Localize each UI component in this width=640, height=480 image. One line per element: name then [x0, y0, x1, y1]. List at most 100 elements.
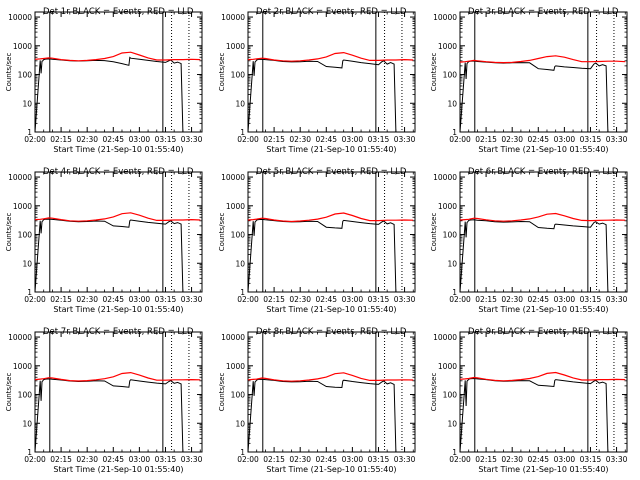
x-tick-label: 02:00 — [237, 455, 259, 464]
x-tick-label: 02:15 — [475, 135, 497, 144]
x-tick-label: 03:15 — [155, 455, 177, 464]
plot-frame — [459, 171, 628, 293]
x-axis-title: Start Time (21-Sep-10 01:55:40) — [53, 145, 183, 154]
y-tick-label: 1000 — [438, 362, 457, 371]
x-tick-label: 03:30 — [394, 295, 416, 304]
y-tick-label: 100 — [443, 231, 458, 240]
y-tick-label: 100 — [18, 391, 33, 400]
x-tick-label: 03:15 — [368, 135, 390, 144]
series-line-lld — [34, 51, 201, 62]
series-line-events — [459, 60, 614, 133]
y-tick-label: 100 — [231, 231, 246, 240]
y-tick-label: 10 — [447, 259, 457, 268]
x-tick-label: 03:30 — [181, 295, 203, 304]
x-tick-label: 02:00 — [449, 135, 471, 144]
series-line-lld — [247, 51, 414, 62]
y-tick-label: 100 — [18, 71, 33, 80]
chart-panel-8: Det 8r BLACK = Events, RED = LLD 1 10 100 10… — [218, 327, 416, 474]
y-tick-label: 10000 — [433, 13, 457, 22]
x-axis-title: Start Time (21-Sep-10 01:55:40) — [478, 305, 608, 314]
x-tick-label: 02:00 — [449, 455, 471, 464]
x-axis-title: Start Time (21-Sep-10 01:55:40) — [478, 465, 608, 474]
x-tick-label: 02:45 — [527, 135, 549, 144]
y-axis-title: Counts/sec — [5, 53, 13, 92]
y-tick-label: 100 — [18, 231, 33, 240]
y-tick-label: 1 — [27, 448, 32, 457]
x-tick-label: 03:00 — [554, 135, 576, 144]
x-tick-label: 02:30 — [289, 135, 311, 144]
series-line-events — [459, 219, 614, 293]
y-axis-title: Counts/sec — [218, 213, 226, 252]
x-tick-label: 02:30 — [501, 455, 523, 464]
x-tick-label: 02:00 — [237, 135, 259, 144]
y-tick-label: 1 — [27, 128, 32, 137]
y-tick-label: 10000 — [8, 173, 32, 182]
y-tick-label: 10000 — [221, 333, 245, 342]
chart-panel-7: Det 7r BLACK = Events, RED = LLD 1 10 100 10… — [5, 327, 203, 474]
x-tick-label: 02:15 — [263, 455, 285, 464]
y-tick-label: 1000 — [226, 42, 245, 51]
y-tick-label: 1 — [240, 448, 245, 457]
x-tick-label: 02:00 — [237, 295, 259, 304]
plot-frame — [459, 331, 628, 453]
x-tick-label: 03:15 — [155, 295, 177, 304]
panel-title: Det 5r BLACK = Events, RED = LLD — [256, 167, 407, 177]
y-tick-label: 1000 — [438, 42, 457, 51]
x-tick-label: 03:00 — [554, 295, 576, 304]
y-axis-title: Counts/sec — [430, 213, 438, 252]
series-line-lld — [459, 212, 626, 222]
x-tick-label: 02:45 — [102, 295, 124, 304]
x-tick-label: 02:30 — [76, 455, 98, 464]
panel-title: Det 7r BLACK = Events, RED = LLD — [43, 327, 194, 337]
series-line-lld — [247, 212, 414, 223]
x-tick-label: 02:15 — [475, 455, 497, 464]
y-tick-label: 100 — [231, 71, 246, 80]
x-tick-label: 02:30 — [76, 295, 98, 304]
x-axis-title: Start Time (21-Sep-10 01:55:40) — [53, 465, 183, 474]
chart-panel-4: Det 4r BLACK = Events, RED = LLD 1 10 100 10… — [5, 167, 203, 314]
panel-title: Det 2r BLACK = Events, RED = LLD — [256, 7, 407, 17]
x-axis-title: Start Time (21-Sep-10 01:55:40) — [266, 465, 396, 474]
y-axis-title: Counts/sec — [218, 373, 226, 412]
x-tick-label: 03:15 — [368, 295, 390, 304]
x-tick-label: 02:15 — [263, 135, 285, 144]
chart-panel-9: Det 9r BLACK = Events, RED = LLD 1 10 100 10… — [430, 327, 628, 474]
y-tick-label: 10000 — [433, 333, 457, 342]
y-tick-label: 1 — [452, 128, 457, 137]
x-tick-label: 02:45 — [102, 455, 124, 464]
plot-frame — [247, 11, 416, 133]
series-line-events — [34, 378, 189, 453]
x-tick-label: 02:00 — [449, 295, 471, 304]
x-tick-label: 02:00 — [24, 295, 46, 304]
panel-title: Det 1r BLACK = Events, RED = LLD — [43, 7, 194, 17]
plot-frame — [34, 11, 203, 133]
x-tick-label: 03:00 — [554, 455, 576, 464]
y-tick-label: 10000 — [221, 13, 245, 22]
y-tick-label: 1000 — [13, 202, 32, 211]
x-tick-label: 03:00 — [342, 455, 364, 464]
y-tick-label: 1 — [452, 288, 457, 297]
y-axis-title: Counts/sec — [5, 373, 13, 412]
chart-panel-3: Det 3r BLACK = Events, RED = LLD 1 10 100 10… — [430, 7, 628, 154]
y-axis-title: Counts/sec — [5, 213, 13, 252]
x-tick-label: 03:30 — [181, 135, 203, 144]
series-line-events — [34, 218, 189, 293]
series-line-events — [459, 377, 614, 453]
x-tick-label: 02:00 — [24, 135, 46, 144]
y-tick-label: 100 — [443, 391, 458, 400]
y-tick-label: 10 — [235, 99, 245, 108]
y-tick-label: 1 — [27, 288, 32, 297]
y-tick-label: 10 — [447, 419, 457, 428]
x-tick-label: 02:15 — [50, 455, 72, 464]
y-tick-label: 1000 — [13, 42, 32, 51]
x-tick-label: 02:30 — [289, 455, 311, 464]
panel-title: Det 4r BLACK = Events, RED = LLD — [43, 167, 194, 177]
x-tick-label: 03:15 — [580, 135, 602, 144]
series-line-events — [34, 56, 189, 133]
x-tick-label: 02:30 — [76, 135, 98, 144]
panel-title: Det 3r BLACK = Events, RED = LLD — [468, 7, 619, 17]
x-tick-label: 02:45 — [315, 295, 337, 304]
x-tick-label: 03:30 — [606, 295, 628, 304]
y-tick-label: 10000 — [8, 13, 32, 22]
y-tick-label: 100 — [231, 391, 246, 400]
